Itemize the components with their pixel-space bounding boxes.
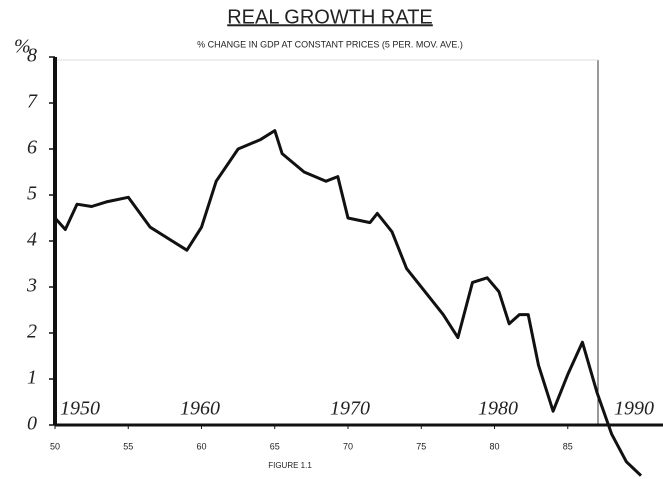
- x-tick-label: 80: [490, 441, 500, 451]
- annotation: 1980: [478, 398, 518, 420]
- chart-title: REAL GROWTH RATE: [227, 6, 433, 28]
- y-tick-label: 4: [27, 229, 37, 251]
- y-tick-label: 6: [27, 137, 37, 159]
- annotation: 1960: [180, 398, 220, 420]
- annotation: 1990: [614, 398, 654, 420]
- y-tick-label: 1: [27, 367, 37, 389]
- x-tick-label: 50: [50, 441, 60, 451]
- y-tick-label: 8: [27, 45, 37, 67]
- y-tick-label: 5: [27, 183, 37, 205]
- chart-subtitle: % CHANGE IN GDP AT CONSTANT PRICES (5 PE…: [197, 39, 463, 49]
- annotation: 1950: [60, 398, 100, 420]
- y-tick-label: 2: [27, 321, 37, 343]
- footer: FIGURE 1.1: [268, 461, 312, 470]
- x-tick-label: 60: [196, 441, 206, 451]
- y-axis-label: %: [14, 36, 31, 58]
- y-tick-label: 3: [26, 275, 37, 297]
- x-tick-label: 65: [270, 441, 280, 451]
- x-tick-label: 70: [343, 441, 353, 451]
- x-tick-label: 75: [416, 441, 426, 451]
- x-tick-label: 55: [123, 441, 133, 451]
- annotation: 1970: [330, 398, 370, 420]
- x-tick-label: 85: [563, 441, 573, 451]
- data-line: [53, 129, 643, 477]
- y-tick-label: 7: [27, 91, 38, 113]
- y-tick-label: 0: [27, 413, 37, 435]
